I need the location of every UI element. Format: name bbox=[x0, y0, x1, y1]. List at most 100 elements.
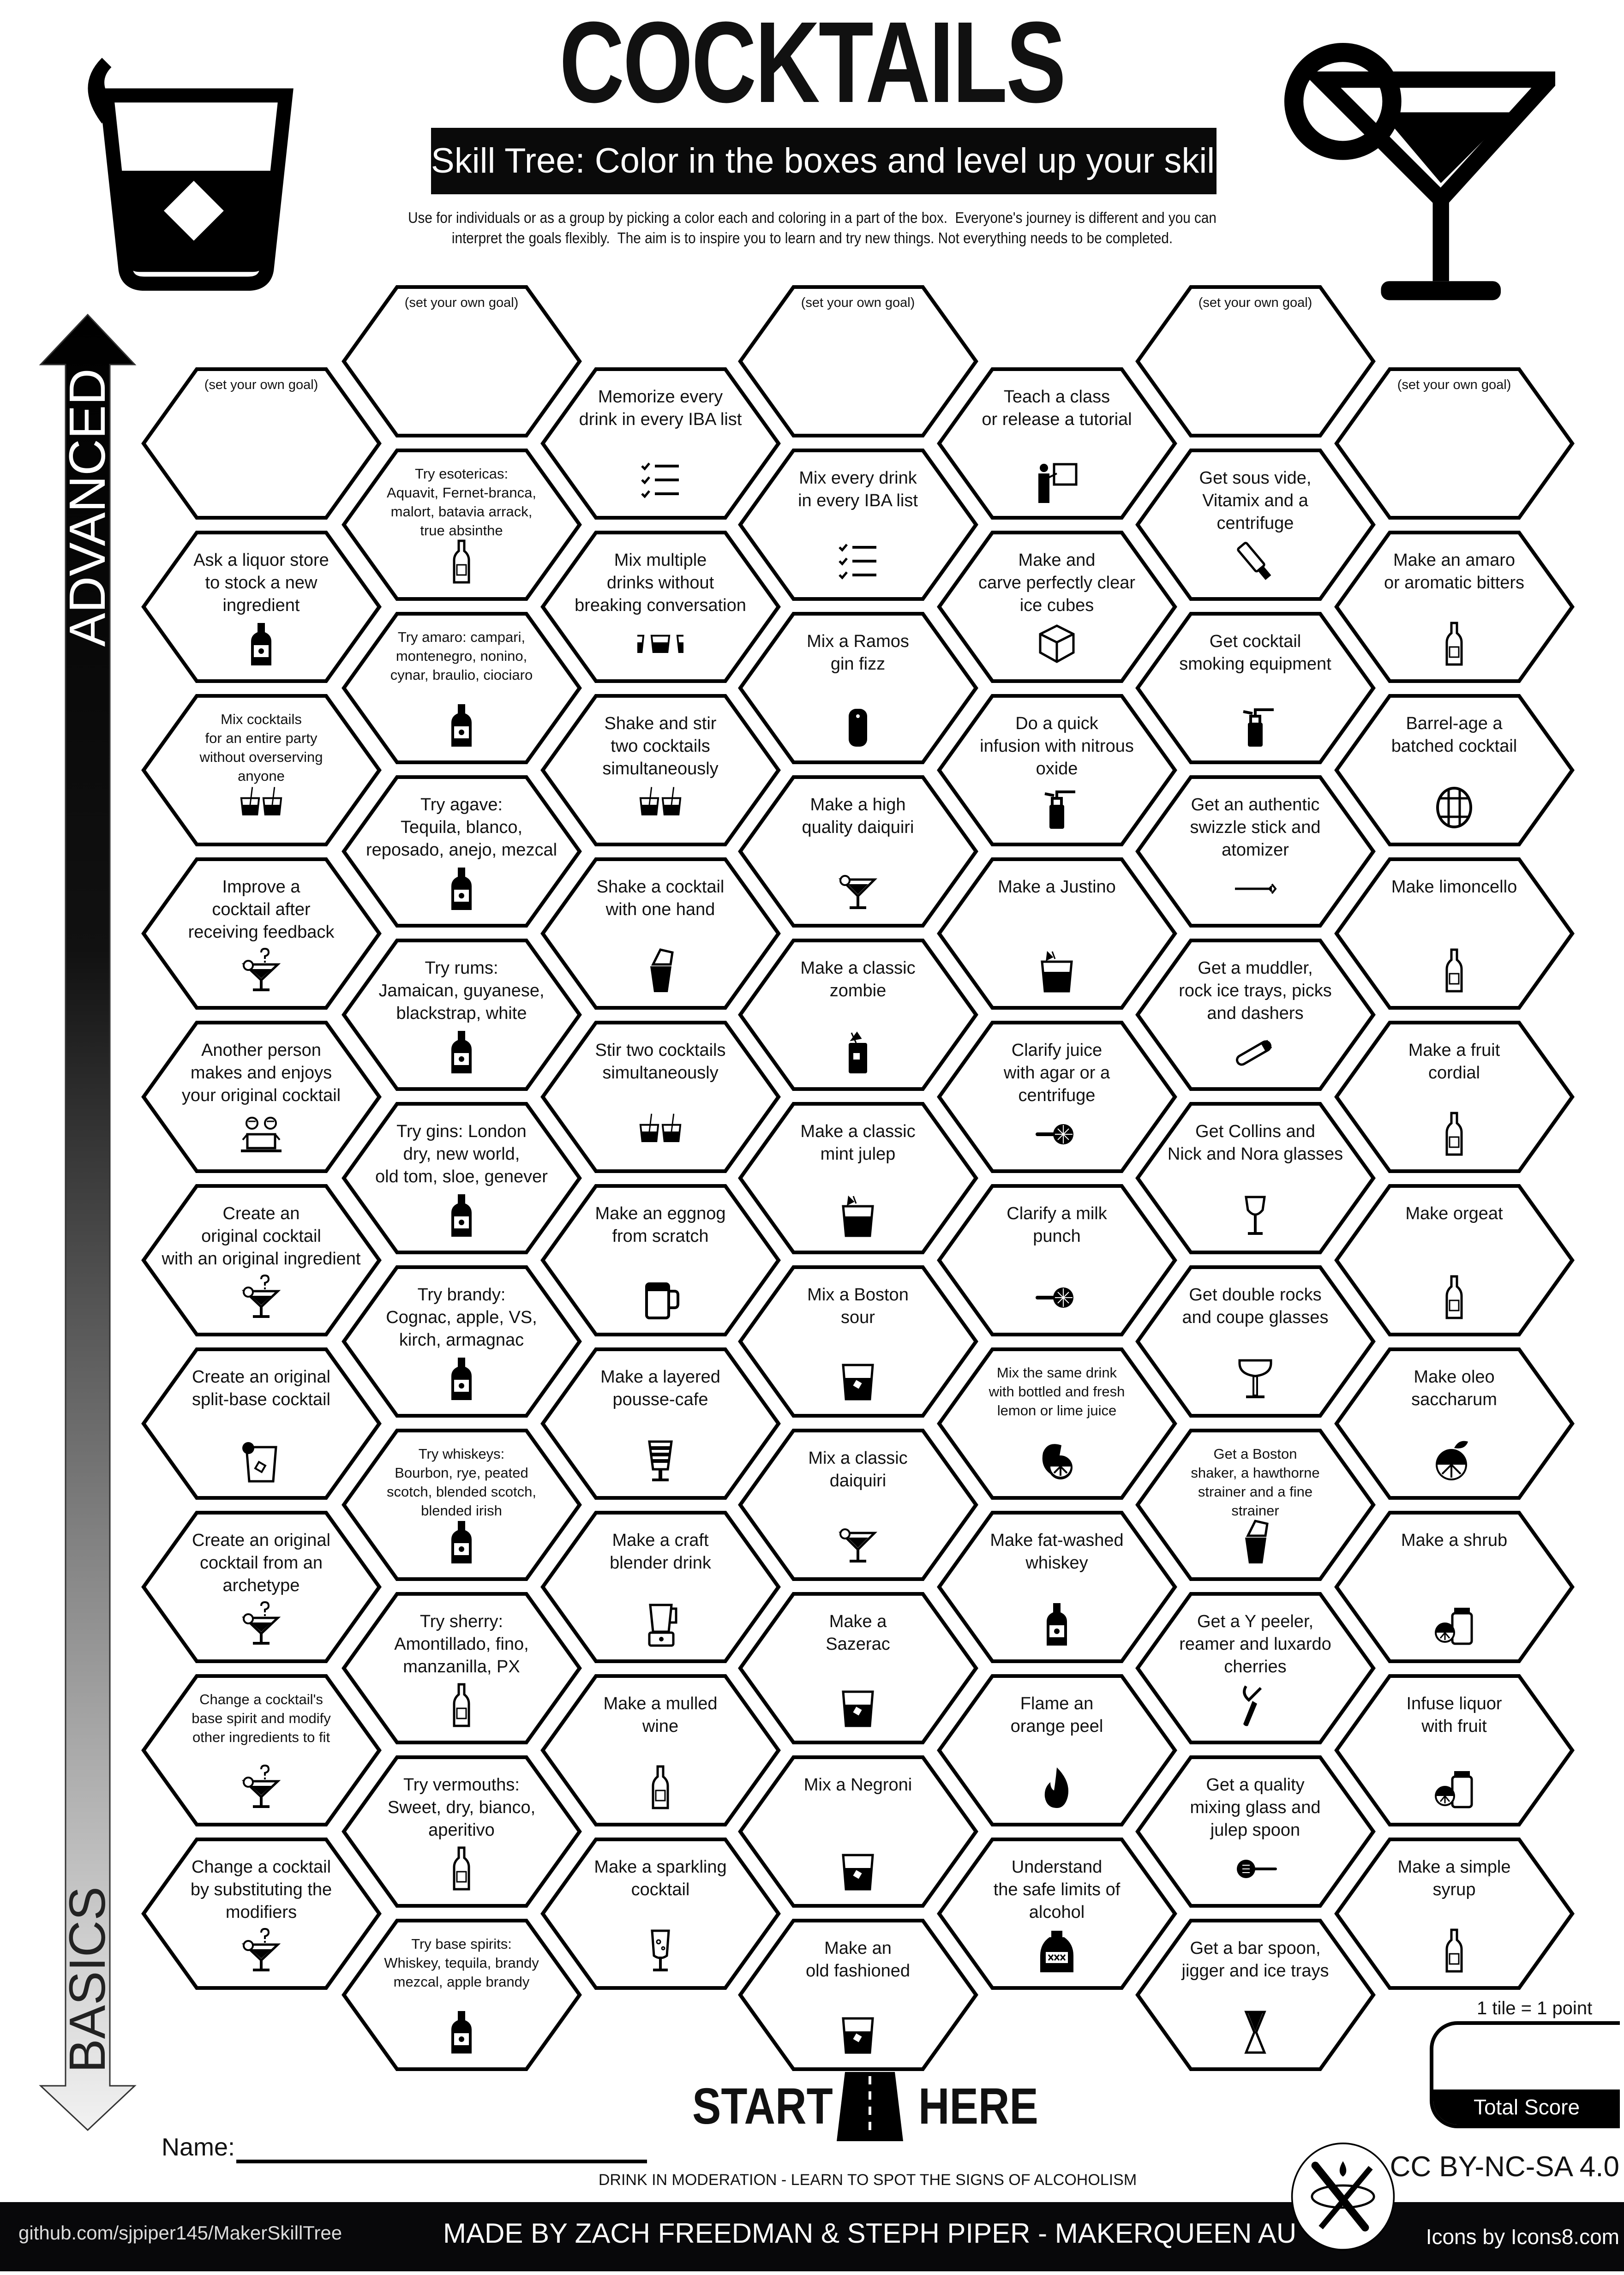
skill-tile[interactable]: Make a classic zombie bbox=[737, 939, 978, 1091]
skill-tile[interactable]: Make and carve perfectly clear ice cubes bbox=[936, 531, 1177, 683]
skill-tile[interactable]: Try whiskeys: Bourbon, rye, peated scotc… bbox=[341, 1429, 582, 1581]
checklist-icon bbox=[838, 544, 876, 580]
skill-tile[interactable]: Make limoncello bbox=[1334, 857, 1575, 1010]
skill-tile[interactable]: Get a bar spoon, jigger and ice trays bbox=[1135, 1919, 1376, 2071]
skill-tile[interactable]: Try amaro: campari, montenegro, nonino, … bbox=[341, 612, 582, 764]
skill-tile[interactable]: Get sous vide, Vitamix and a centrifuge bbox=[1135, 449, 1376, 601]
skill-tile[interactable]: Barrel-age a batched cocktail bbox=[1334, 694, 1575, 846]
skill-tile[interactable]: Mix a Boston sour bbox=[737, 1265, 978, 1418]
skill-label: Teach a class or release a tutorial bbox=[982, 387, 1132, 429]
skill-tile[interactable]: Mix every drink in every IBA list bbox=[737, 449, 978, 601]
skill-tile[interactable]: Try sherry: Amontillado, fino, manzanill… bbox=[341, 1592, 582, 1744]
skill-tile[interactable]: Stir two cocktails simultaneously bbox=[540, 1021, 781, 1173]
skill-tile[interactable]: Make an old fashioned bbox=[737, 1919, 978, 2071]
hexagon-box bbox=[1334, 1674, 1575, 1826]
skill-label: Make a fruit cordial bbox=[1408, 1041, 1500, 1083]
skill-tile[interactable]: Try esotericas: Aquavit, Fernet-branca, … bbox=[341, 449, 582, 601]
liquor-bottle-icon bbox=[451, 704, 472, 747]
custom-goal-tile[interactable]: (set your own goal) bbox=[737, 285, 978, 437]
skill-tile[interactable]: Try rums: Jamaican, guyanese, blackstrap… bbox=[341, 939, 582, 1091]
skill-tile[interactable]: Get a Boston shaker, a hawthorne straine… bbox=[1135, 1429, 1376, 1581]
skill-tile[interactable]: Try gins: London dry, new world, old tom… bbox=[341, 1102, 582, 1254]
skill-tile[interactable]: Get an authentic swizzle stick and atomi… bbox=[1135, 775, 1376, 928]
skill-tile[interactable]: Get cocktail smoking equipment bbox=[1135, 612, 1376, 764]
skill-label: Get sous vide, Vitamix and a centrifuge bbox=[1199, 468, 1312, 533]
skill-tile[interactable]: Make a simple syrup bbox=[1334, 1838, 1575, 1990]
skill-tile[interactable]: Ask a liquor store to stock a new ingred… bbox=[141, 531, 382, 683]
skill-tile[interactable]: Make a shrub bbox=[1334, 1511, 1575, 1663]
skill-tile[interactable]: Make a high quality daiquiri bbox=[737, 775, 978, 928]
skill-tile[interactable]: Make a Sazerac bbox=[737, 1592, 978, 1744]
skill-tile[interactable]: Get a muddler, rock ice trays, picks and… bbox=[1135, 939, 1376, 1091]
github-link[interactable]: github.com/sjpiper145/MakerSkillTree bbox=[18, 2222, 342, 2244]
hexagon-box bbox=[141, 1021, 382, 1173]
skill-tile[interactable]: Mix cocktails for an entire party withou… bbox=[141, 694, 382, 846]
skill-tile[interactable]: Make a layered pousse-cafe bbox=[540, 1347, 781, 1500]
skill-tile[interactable]: Mix the same drink with bottled and fres… bbox=[936, 1347, 1177, 1500]
hexagon-box bbox=[1135, 285, 1376, 437]
skill-tile[interactable]: Try base spirits: Whiskey, tequila, bran… bbox=[341, 1919, 582, 2071]
skill-tile[interactable]: Improve a cocktail after receiving feedb… bbox=[141, 857, 382, 1010]
skill-label: Make a shrub bbox=[1401, 1531, 1508, 1550]
skill-tile[interactable]: Make a mulled wine bbox=[540, 1674, 781, 1826]
martini-question-icon bbox=[241, 948, 281, 991]
skill-tile[interactable]: Try brandy: Cognac, apple, VS, kirch, ar… bbox=[341, 1265, 582, 1418]
skill-tile[interactable]: Make orgeat bbox=[1334, 1184, 1575, 1336]
name-input-line[interactable] bbox=[236, 2160, 647, 2163]
skill-tile[interactable]: Make fat-washed whiskey bbox=[936, 1511, 1177, 1663]
strainer-spoon-icon bbox=[1236, 1860, 1277, 1878]
custom-goal-tile[interactable]: (set your own goal) bbox=[341, 285, 582, 437]
skill-tile[interactable]: Make a Justino bbox=[936, 857, 1177, 1010]
barrel-icon bbox=[1436, 787, 1472, 828]
hexagon-box bbox=[1334, 1021, 1575, 1173]
skill-tile[interactable]: Make oleo saccharum bbox=[1334, 1347, 1575, 1500]
skill-tile[interactable]: Get Collins and Nick and Nora glasses bbox=[1135, 1102, 1376, 1254]
skill-tile[interactable]: Infuse liquor with fruit bbox=[1334, 1674, 1575, 1826]
skill-tile[interactable]: Create an original cocktail from an arch… bbox=[141, 1511, 382, 1663]
skill-tile[interactable]: Try vermouths: Sweet, dry, bianco, aperi… bbox=[341, 1755, 582, 1908]
skill-tile[interactable]: Memorize every drink in every IBA list bbox=[540, 367, 781, 520]
martini-question-icon bbox=[241, 1275, 281, 1318]
custom-goal-tile[interactable]: (set your own goal) bbox=[1135, 285, 1376, 437]
skill-tile[interactable]: Make a sparkling cocktail bbox=[540, 1838, 781, 1990]
skill-tile[interactable]: Make a craft blender drink bbox=[540, 1511, 781, 1663]
skill-tile[interactable]: Clarify a milk punch bbox=[936, 1184, 1177, 1336]
custom-goal-tile[interactable]: (set your own goal) bbox=[1334, 367, 1575, 520]
skill-tile[interactable]: Get double rocks and coupe glasses bbox=[1135, 1265, 1376, 1418]
skill-label: Get a Boston shaker, a hawthorne straine… bbox=[1191, 1446, 1320, 1519]
hexagon-box bbox=[141, 531, 382, 683]
skill-tile[interactable]: Another person makes and enjoys your ori… bbox=[141, 1021, 382, 1173]
skill-tile[interactable]: Clarify juice with agar or a centrifuge bbox=[936, 1021, 1177, 1173]
tall-glass-garnish-icon bbox=[848, 1031, 867, 1073]
skill-tile[interactable]: Mix a Negroni bbox=[737, 1755, 978, 1908]
custom-goal-tile[interactable]: (set your own goal) bbox=[141, 367, 382, 520]
hexagon-box bbox=[936, 857, 1177, 1010]
skill-tile[interactable]: Try agave: Tequila, blanco, reposado, an… bbox=[341, 775, 582, 928]
skill-label: Flame an orange peel bbox=[1010, 1694, 1103, 1736]
skill-tile[interactable]: Mix a classic daiquiri bbox=[737, 1429, 978, 1581]
skill-tile[interactable]: Do a quick infusion with nitrous oxide bbox=[936, 694, 1177, 846]
mug-icon bbox=[645, 1282, 679, 1319]
skill-tile[interactable]: Mix a Ramos gin fizz bbox=[737, 612, 978, 764]
rocks-glass-icon bbox=[841, 2017, 874, 2054]
skill-tile[interactable]: Make a fruit cordial bbox=[1334, 1021, 1575, 1173]
skill-tile[interactable]: Change a cocktail by substituting the mo… bbox=[141, 1838, 382, 1990]
total-score-box[interactable]: Total Score bbox=[1430, 2021, 1620, 2128]
skill-tile[interactable]: Mix multiple drinks without breaking con… bbox=[540, 531, 781, 683]
skill-tile[interactable]: Create an original cocktail with an orig… bbox=[141, 1184, 382, 1336]
scoring-rule: 1 tile = 1 point bbox=[1477, 1998, 1593, 2018]
skill-tile[interactable]: Shake a cocktail with one hand bbox=[540, 857, 781, 1010]
skill-tile[interactable]: Teach a class or release a tutorial bbox=[936, 367, 1177, 520]
skill-tile[interactable]: Shake and stir two cocktails simultaneou… bbox=[540, 694, 781, 846]
skill-tile[interactable]: Make an amaro or aromatic bitters bbox=[1334, 531, 1575, 683]
skill-tile[interactable]: Flame an orange peel bbox=[936, 1674, 1177, 1826]
skill-tile[interactable]: Change a cocktail's base spirit and modi… bbox=[141, 1674, 382, 1826]
skill-tile[interactable]: Get a quality mixing glass and julep spo… bbox=[1135, 1755, 1376, 1908]
skill-tile[interactable]: Make a classic mint julep bbox=[737, 1102, 978, 1254]
skill-tile[interactable]: Get a Y peeler, reamer and luxardo cherr… bbox=[1135, 1592, 1376, 1744]
skill-tile[interactable]: Create an original split-base cocktail bbox=[141, 1347, 382, 1500]
skill-tile[interactable]: Make an eggnog from scratch bbox=[540, 1184, 781, 1336]
skill-label: Make a Justino bbox=[998, 877, 1116, 897]
hexagon-box bbox=[1135, 939, 1376, 1091]
skill-tile[interactable]: Understand the safe limits of alcohol bbox=[936, 1838, 1177, 1990]
